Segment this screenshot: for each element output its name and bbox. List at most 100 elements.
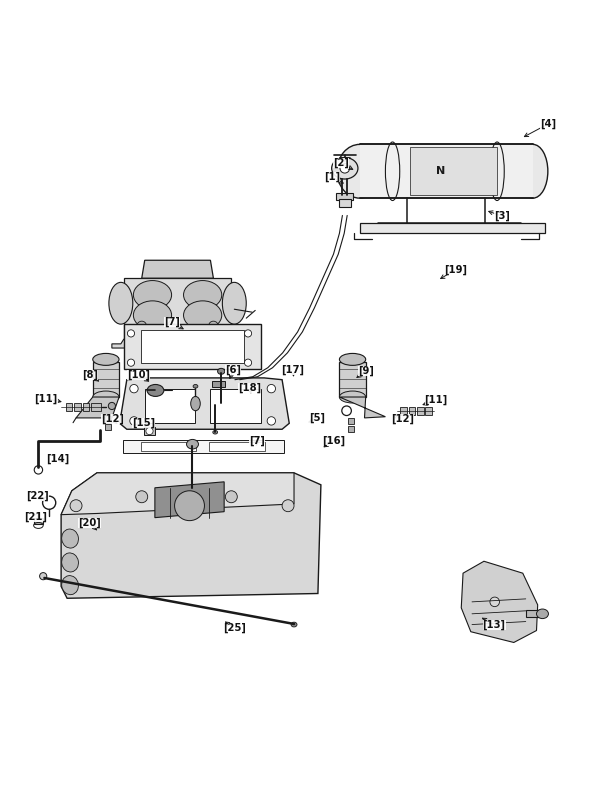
Bar	[425, 406, 432, 415]
Polygon shape	[340, 397, 385, 418]
Ellipse shape	[223, 282, 246, 324]
Text: [11]: [11]	[425, 395, 448, 405]
Text: [20]: [20]	[79, 518, 101, 528]
Bar	[349, 426, 355, 432]
Circle shape	[136, 490, 148, 502]
Bar	[360, 144, 533, 198]
Circle shape	[490, 597, 499, 606]
Ellipse shape	[147, 385, 164, 397]
Circle shape	[130, 385, 138, 393]
Text: [21]: [21]	[25, 511, 47, 522]
Bar	[74, 403, 81, 411]
Ellipse shape	[133, 301, 172, 330]
Polygon shape	[112, 339, 243, 348]
Circle shape	[175, 490, 205, 521]
Text: [6]: [6]	[225, 365, 241, 375]
Text: [7]: [7]	[164, 318, 179, 327]
Text: [1]: [1]	[324, 172, 340, 182]
Bar	[145, 389, 196, 423]
Text: [22]: [22]	[26, 490, 49, 501]
Bar	[339, 198, 351, 207]
Text: [18]: [18]	[238, 383, 261, 393]
Bar	[122, 440, 284, 453]
Ellipse shape	[337, 144, 382, 198]
Ellipse shape	[332, 158, 358, 179]
Circle shape	[127, 330, 134, 337]
Ellipse shape	[518, 144, 548, 198]
Ellipse shape	[109, 282, 133, 324]
Bar	[66, 403, 73, 411]
Bar	[140, 330, 244, 362]
Ellipse shape	[62, 529, 79, 548]
Bar	[211, 389, 261, 423]
Circle shape	[496, 621, 503, 628]
Bar	[105, 424, 110, 430]
Circle shape	[127, 359, 134, 366]
Ellipse shape	[291, 622, 297, 627]
Text: [15]: [15]	[132, 418, 155, 428]
Text: [14]: [14]	[47, 454, 70, 464]
Circle shape	[244, 359, 251, 366]
Text: [3]: [3]	[494, 211, 510, 221]
Bar	[143, 427, 155, 434]
Polygon shape	[119, 378, 289, 430]
Ellipse shape	[536, 609, 548, 618]
Ellipse shape	[193, 385, 198, 388]
Ellipse shape	[213, 430, 218, 434]
Text: [2]: [2]	[332, 158, 349, 168]
Ellipse shape	[184, 301, 222, 330]
Text: [17]: [17]	[281, 365, 304, 375]
Bar	[349, 418, 355, 425]
Polygon shape	[155, 482, 224, 518]
Text: [9]: [9]	[358, 366, 374, 377]
Circle shape	[267, 385, 275, 393]
Bar	[93, 362, 119, 397]
Ellipse shape	[93, 391, 119, 403]
Circle shape	[146, 427, 153, 434]
Text: [25]: [25]	[223, 623, 246, 634]
Text: [19]: [19]	[444, 265, 467, 275]
Polygon shape	[61, 473, 294, 514]
Circle shape	[40, 573, 47, 580]
Text: [4]: [4]	[540, 119, 556, 130]
Bar	[209, 442, 265, 450]
Text: [10]: [10]	[127, 370, 150, 380]
Circle shape	[340, 163, 350, 173]
Bar	[91, 403, 101, 411]
Bar	[83, 403, 89, 411]
Bar	[360, 223, 545, 233]
Circle shape	[137, 321, 146, 330]
Ellipse shape	[62, 553, 79, 572]
Bar	[417, 406, 424, 415]
Ellipse shape	[191, 397, 200, 410]
Bar	[212, 381, 225, 387]
Bar	[340, 362, 365, 397]
Text: [5]: [5]	[309, 413, 325, 423]
Bar	[124, 278, 232, 338]
Ellipse shape	[340, 354, 365, 366]
Ellipse shape	[340, 391, 365, 403]
Polygon shape	[142, 260, 214, 278]
Text: [12]: [12]	[391, 414, 414, 424]
Ellipse shape	[93, 354, 119, 366]
Ellipse shape	[218, 368, 225, 374]
Text: [16]: [16]	[322, 435, 345, 446]
Text: [11]: [11]	[35, 394, 58, 404]
Polygon shape	[76, 397, 119, 418]
Text: [12]: [12]	[101, 414, 124, 424]
Bar	[337, 193, 353, 200]
Bar	[124, 324, 261, 369]
Circle shape	[108, 402, 115, 410]
Text: [13]: [13]	[482, 620, 506, 630]
Circle shape	[70, 500, 82, 512]
Polygon shape	[461, 562, 538, 642]
Text: [8]: [8]	[82, 370, 98, 380]
Circle shape	[282, 500, 294, 512]
Circle shape	[226, 490, 237, 502]
Bar	[526, 610, 542, 618]
Bar	[400, 406, 407, 415]
Bar	[105, 416, 110, 422]
Circle shape	[244, 330, 251, 337]
Ellipse shape	[184, 281, 222, 310]
Bar	[34, 518, 43, 524]
